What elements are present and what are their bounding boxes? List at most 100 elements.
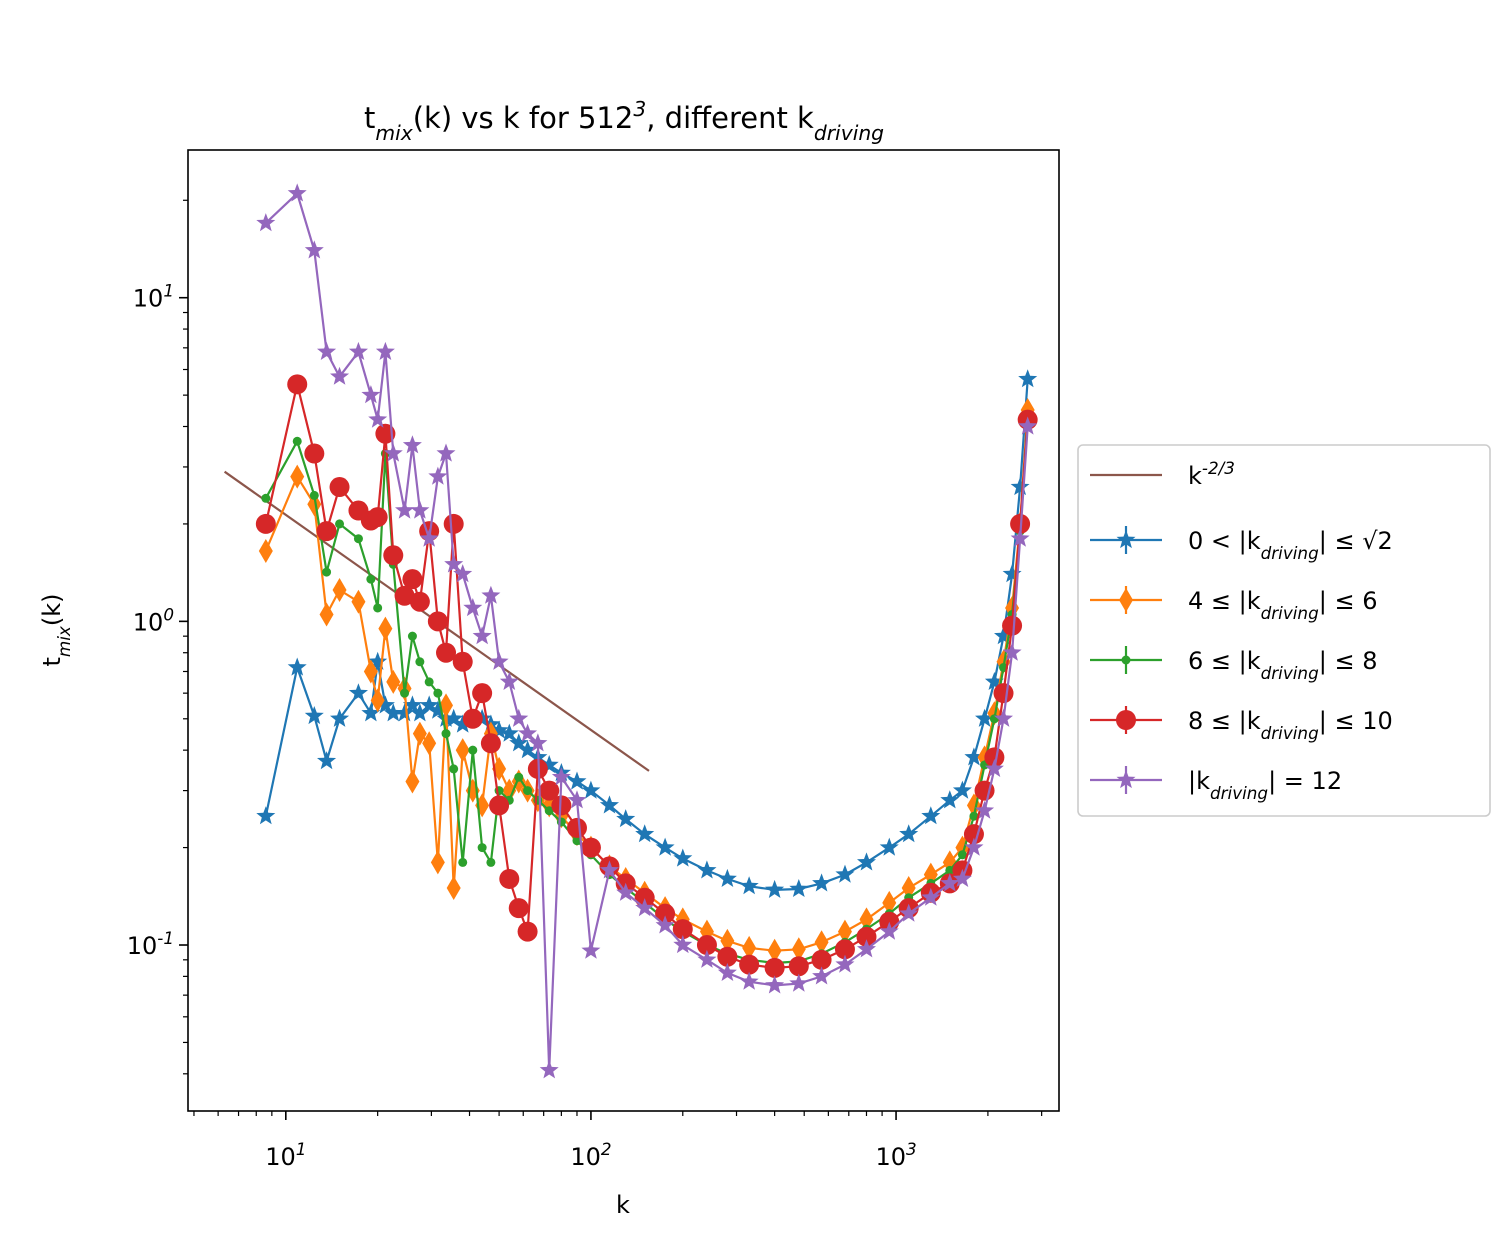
- marker-circle: [304, 443, 325, 464]
- y-tick-label: 100: [133, 604, 174, 636]
- marker-star: [317, 341, 337, 360]
- marker-star: [348, 341, 368, 360]
- x-tick-label: 101: [265, 1139, 306, 1171]
- legend-box: [1077, 444, 1491, 817]
- marker-dot: [407, 631, 417, 641]
- marker-circle: [1002, 615, 1023, 636]
- marker-star: [765, 879, 785, 898]
- marker-circle: [984, 747, 1005, 768]
- marker-star: [489, 720, 509, 739]
- marker-star: [1010, 528, 1030, 547]
- marker-star: [581, 780, 601, 799]
- marker-dot: [366, 574, 376, 584]
- marker-star: [395, 703, 415, 722]
- marker-star: [539, 755, 559, 774]
- marker-diamond: [859, 907, 874, 932]
- marker-circle: [580, 837, 601, 858]
- marker-star: [419, 695, 439, 714]
- marker-dot: [353, 534, 363, 544]
- marker-star: [789, 879, 809, 897]
- marker-star: [528, 733, 548, 752]
- marker-dot: [441, 729, 451, 739]
- marker-diamond: [882, 890, 897, 915]
- marker-circle: [316, 521, 337, 542]
- marker-circle: [811, 949, 832, 970]
- marker-dot: [477, 843, 487, 853]
- marker-diamond: [814, 930, 829, 955]
- marker-circle: [255, 513, 276, 534]
- marker-diamond: [307, 492, 322, 517]
- marker-dot: [335, 519, 345, 529]
- marker-diamond: [1119, 588, 1133, 612]
- marker-diamond: [370, 688, 385, 713]
- marker-dot: [957, 850, 967, 860]
- marker-circle: [443, 513, 464, 534]
- marker-star: [1002, 564, 1022, 583]
- marker-diamond: [412, 721, 427, 746]
- x-tick-label: 103: [875, 1139, 916, 1171]
- marker-star: [994, 708, 1013, 727]
- marker-diamond: [290, 464, 305, 489]
- marker-star: [940, 790, 960, 809]
- marker-dot: [261, 493, 271, 503]
- marker-circle: [472, 683, 493, 704]
- marker-circle: [508, 898, 529, 919]
- marker-star: [812, 966, 832, 985]
- marker-dot: [468, 745, 478, 755]
- marker-star: [539, 1060, 559, 1079]
- marker-diamond: [386, 669, 401, 694]
- marker-circle: [383, 545, 404, 566]
- marker-star: [635, 824, 655, 843]
- marker-dot: [486, 857, 496, 867]
- marker-star: [964, 747, 984, 766]
- marker-dot: [309, 490, 319, 500]
- marker-star: [984, 671, 1004, 690]
- legend-label: 4 ≤ |kdriving| ≤ 6: [1188, 587, 1377, 623]
- marker-star: [330, 708, 350, 727]
- marker-star: [375, 695, 395, 714]
- marker-dot: [1121, 655, 1131, 665]
- marker-circle: [788, 956, 809, 977]
- marker-star: [444, 554, 464, 573]
- marker-circle: [394, 585, 415, 606]
- marker-star: [481, 585, 501, 604]
- marker-star: [921, 887, 941, 906]
- marker-star: [256, 806, 276, 825]
- legend-label: k-2/3: [1188, 458, 1235, 490]
- marker-star: [256, 213, 276, 232]
- marker-diamond: [742, 935, 757, 960]
- marker-star: [509, 708, 529, 727]
- marker-circle: [834, 939, 855, 960]
- y-tick-label: 10-1: [127, 928, 174, 960]
- marker-circle: [436, 642, 457, 663]
- marker-star: [518, 740, 538, 759]
- marker-circle: [499, 868, 520, 889]
- marker-star: [1116, 770, 1136, 789]
- marker-star: [717, 868, 737, 887]
- marker-diamond: [446, 876, 461, 901]
- marker-star: [655, 837, 675, 856]
- marker-diamond: [319, 602, 334, 627]
- marker-dot: [514, 772, 524, 782]
- marker-dot: [292, 436, 302, 446]
- marker-diamond: [455, 738, 470, 763]
- marker-star: [952, 868, 972, 887]
- marker-circle: [409, 591, 430, 612]
- marker-star: [599, 795, 619, 814]
- marker-dot: [572, 836, 582, 846]
- marker-star: [368, 651, 388, 670]
- marker-star: [395, 500, 415, 519]
- marker-dot: [544, 806, 554, 816]
- marker-star: [789, 973, 809, 992]
- marker-diamond: [430, 850, 445, 875]
- marker-diamond: [791, 937, 806, 962]
- marker-circle: [427, 611, 448, 632]
- marker-circle: [655, 903, 676, 924]
- marker-circle: [764, 957, 785, 978]
- marker-star: [567, 771, 587, 790]
- marker-star: [567, 790, 587, 809]
- marker-star: [348, 683, 368, 702]
- marker-circle: [856, 926, 877, 947]
- marker-diamond: [720, 928, 735, 953]
